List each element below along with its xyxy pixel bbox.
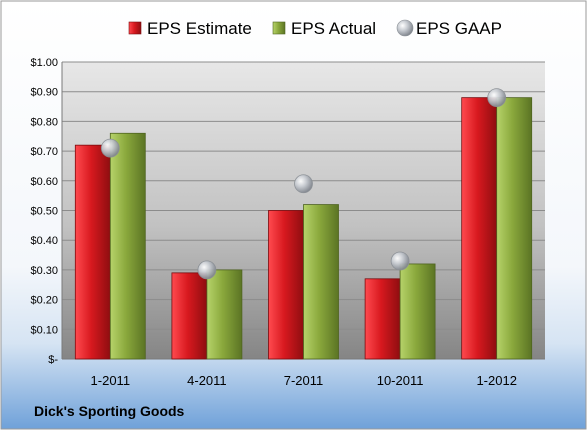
legend-swatch <box>272 21 286 35</box>
legend-item-eps-estimate: EPS Estimate <box>128 19 252 38</box>
x-tick-label: 1-2012 <box>476 373 516 388</box>
bar-eps-actual <box>496 97 533 360</box>
x-tick-label: 7-2011 <box>284 373 324 388</box>
gaap-markers <box>100 88 507 280</box>
y-tick-label: $0.20 <box>30 295 58 307</box>
y-tick-label: $0.90 <box>30 87 58 99</box>
bar-eps-actual <box>206 269 243 360</box>
marker-eps-gaap <box>100 138 120 158</box>
x-axis-tick-labels: 1-2011 4-2011 7-2011 10-2011 1-2012 <box>91 373 517 388</box>
y-tick-label: $0.10 <box>30 324 58 336</box>
legend-swatch <box>128 21 142 35</box>
y-tick-label: $0.40 <box>30 235 58 247</box>
y-tick-label: $0.60 <box>30 176 58 188</box>
x-tick-label: 10-2011 <box>377 373 424 388</box>
y-tick-label: $1.00 <box>30 57 58 69</box>
bar-eps-estimate <box>364 278 401 360</box>
bar-eps-actual <box>303 204 339 360</box>
company-label: Dick's Sporting Goods <box>34 403 185 419</box>
legend-swatch <box>396 19 414 37</box>
y-tick-label: $- <box>48 354 58 366</box>
y-tick-label: $0.70 <box>30 146 58 158</box>
y-tick-label: $0.80 <box>30 116 58 128</box>
y-tick-label: $0.50 <box>30 206 58 218</box>
legend-label: EPS Actual <box>291 19 376 38</box>
y-axis-tick-labels: $- $0.10 $0.20 $0.30 $0.40 $0.50 $0.60 $0.70 $0.… <box>30 57 58 366</box>
legend-item-eps-gaap: EPS GAAP <box>396 19 502 38</box>
x-tick-label: 1-2011 <box>91 373 131 388</box>
bar-eps-actual <box>399 263 436 360</box>
bar-eps-actual <box>109 132 146 360</box>
x-tick-label: 4-2011 <box>187 373 227 388</box>
bar-eps-estimate <box>461 97 498 360</box>
marker-eps-gaap <box>487 88 507 108</box>
legend: EPS Estimate EPS Actual EPS GAAP <box>128 19 502 38</box>
bar-eps-estimate <box>74 144 111 360</box>
bar-eps-estimate <box>268 210 304 360</box>
legend-label: EPS Estimate <box>147 19 252 38</box>
bars <box>74 97 533 360</box>
bar-eps-estimate <box>171 272 208 360</box>
y-tick-label: $0.30 <box>30 265 58 277</box>
marker-eps-gaap <box>197 260 217 280</box>
legend-label: EPS GAAP <box>416 19 502 38</box>
marker-eps-gaap <box>294 174 313 194</box>
legend-item-eps-actual: EPS Actual <box>272 19 376 38</box>
marker-eps-gaap <box>390 251 410 271</box>
